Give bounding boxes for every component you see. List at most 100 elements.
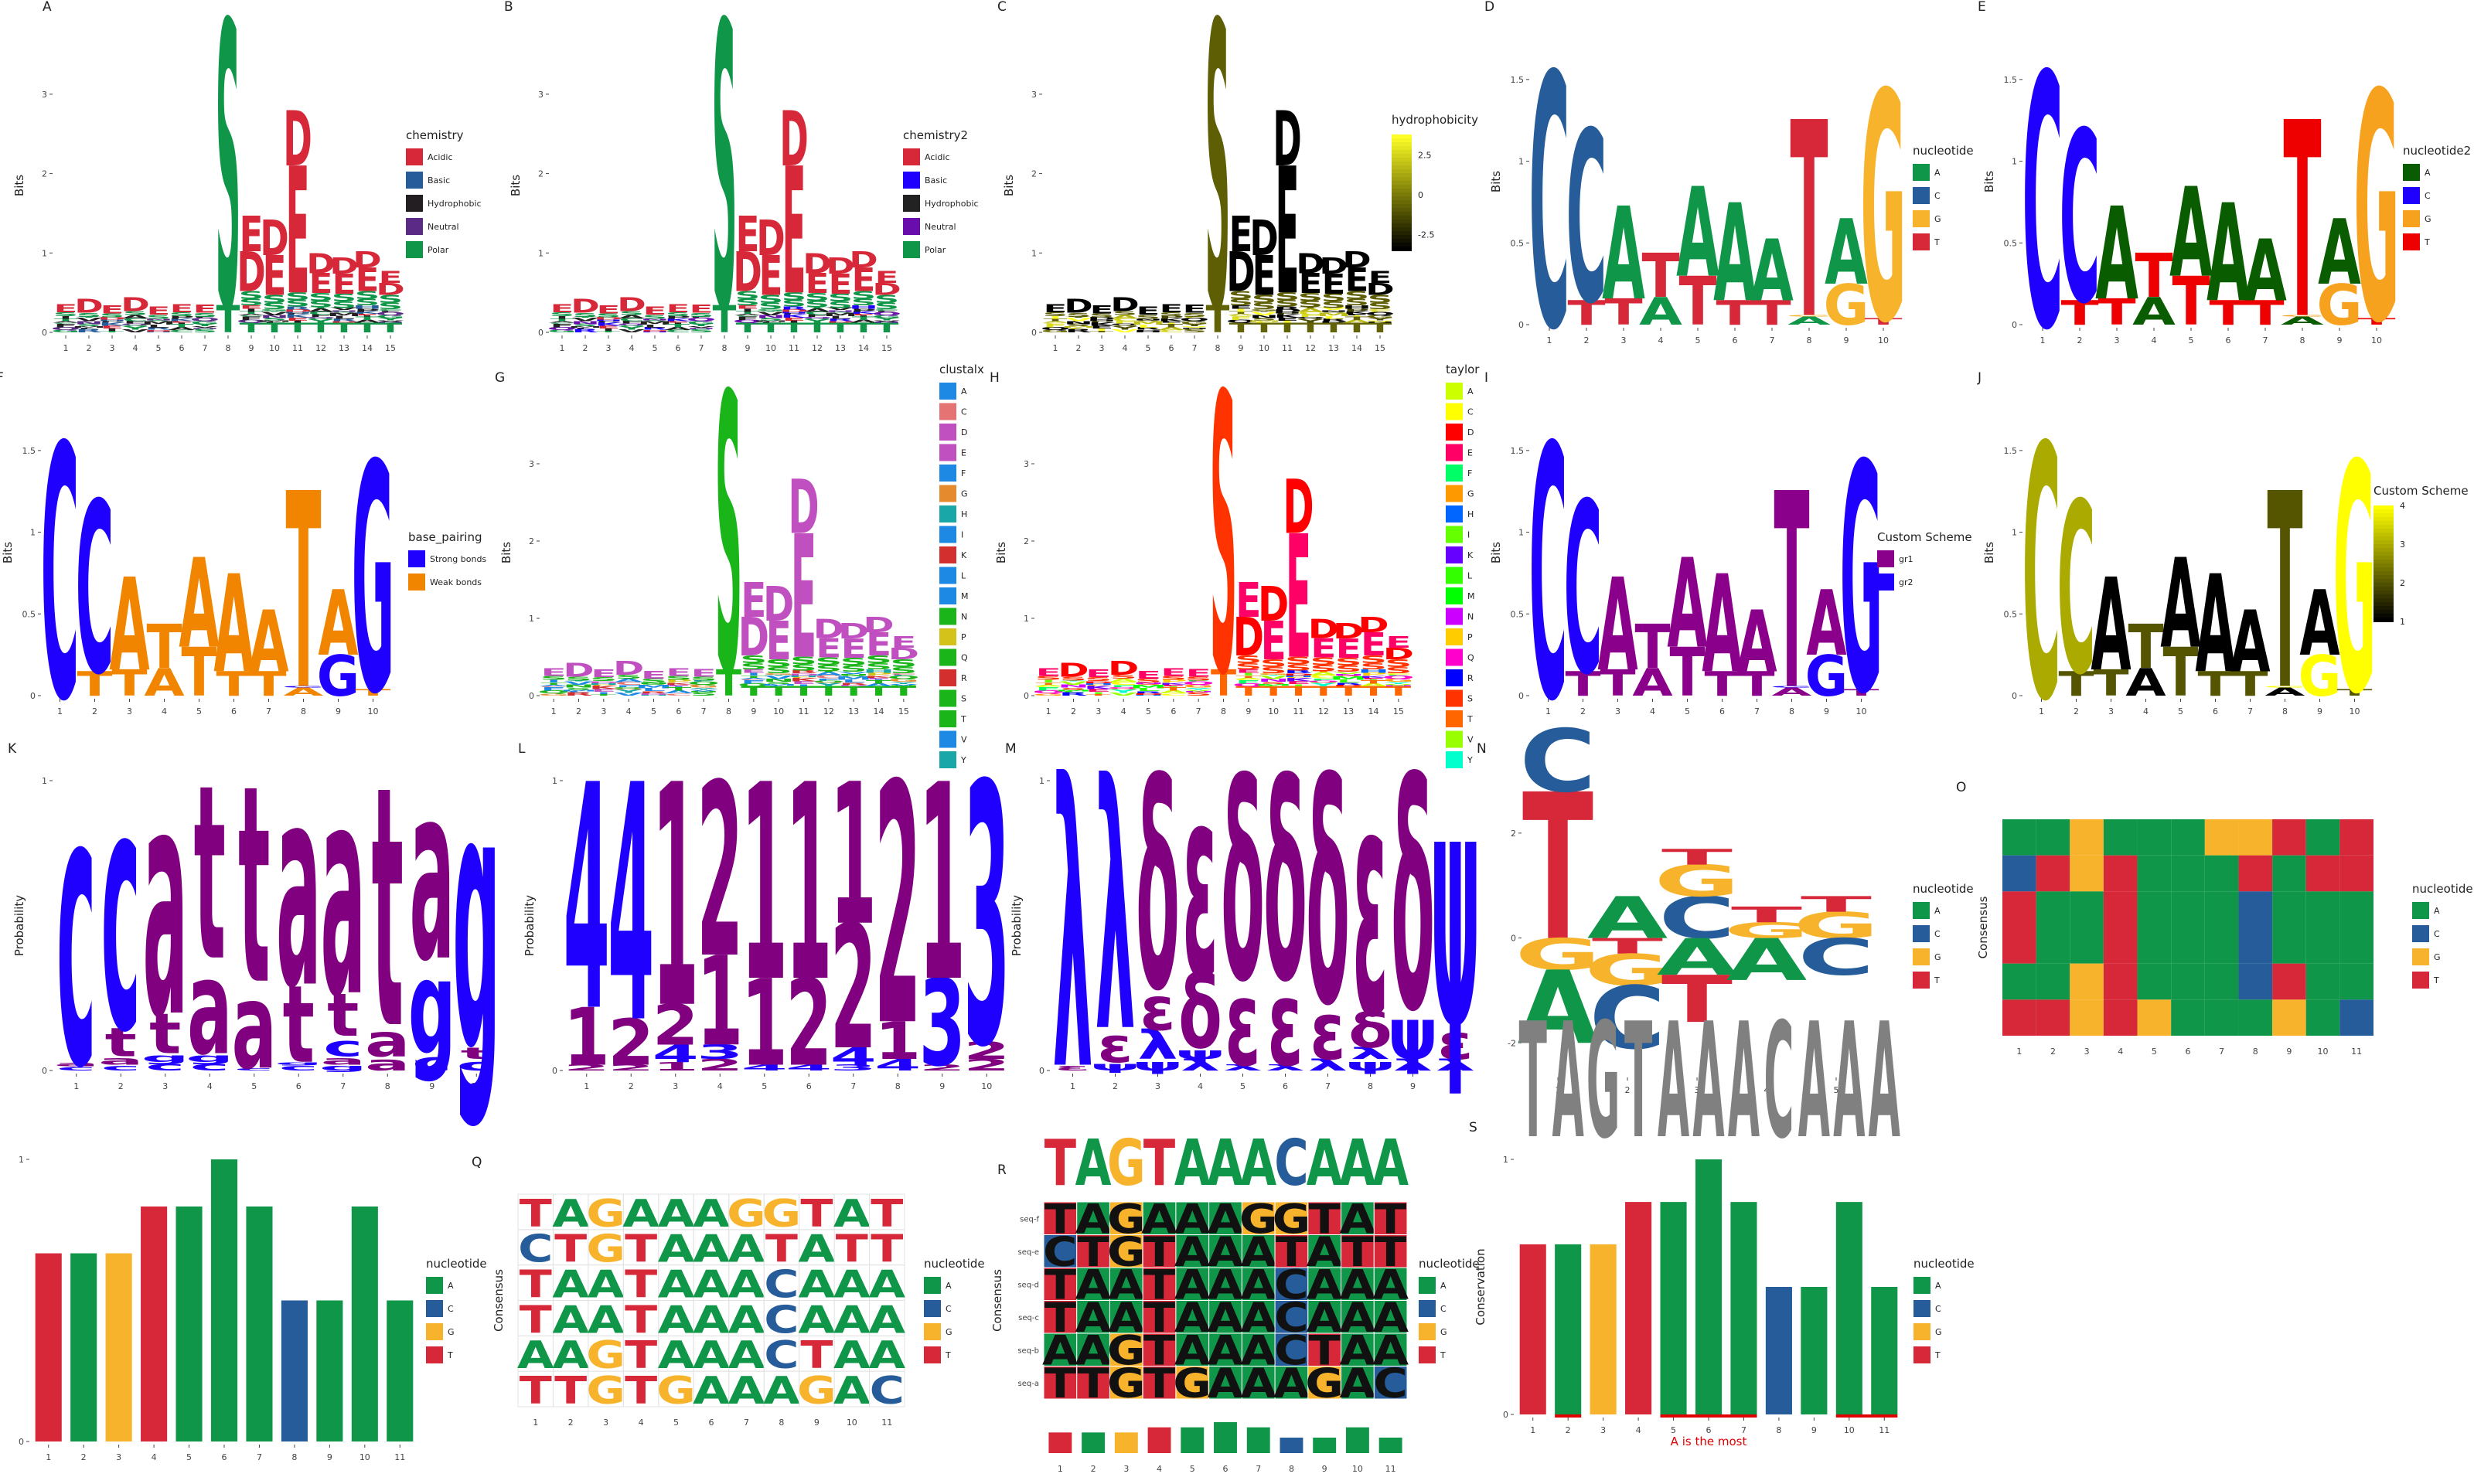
logo-letter: E [1160, 321, 1184, 323]
x-tick-label: 1 [57, 706, 63, 716]
logo-letter: P [1089, 321, 1115, 322]
logo-letter: 2 [963, 1037, 1010, 1065]
logo-letter: M [635, 684, 672, 689]
logo-letter: Y [687, 323, 714, 327]
logo-letter: T [806, 321, 830, 336]
logo-letter: T [309, 307, 333, 308]
logo-letter: V [1112, 328, 1139, 333]
colorbar-segment [1392, 158, 1412, 162]
logo-letter: g [319, 1064, 367, 1073]
logo-letter: A [1602, 182, 1645, 330]
legend-key [924, 1346, 941, 1363]
logo-letter: F [816, 678, 841, 681]
logo-letter: T [240, 311, 264, 315]
logo-letter: E [1322, 269, 1346, 301]
logo-letter: V [76, 317, 103, 322]
logo-letter: A [109, 551, 149, 699]
logo-letter: E [666, 302, 690, 315]
logo-letter: K [864, 675, 895, 678]
logo-letter: A [814, 672, 843, 677]
heatmap-cell [2036, 928, 2070, 964]
logo-letter: G [1308, 682, 1339, 683]
colorbar-segment [2373, 509, 2394, 514]
heatmap-cell [2137, 963, 2172, 1000]
logo-letter: E [782, 131, 806, 334]
logo-letter: E [866, 626, 891, 663]
logo-letter: S [740, 662, 767, 672]
x-tick-label: 4 [1123, 343, 1128, 353]
logo-letter: S [665, 675, 692, 681]
legend-label: T [1934, 1350, 1941, 1360]
logo-letter: N [872, 322, 901, 323]
logo-letter: T [1790, 66, 1828, 379]
y-tick-label: 1 [1518, 528, 1524, 538]
logo-letter: S [782, 298, 806, 308]
logo-letter: G [1033, 693, 1064, 696]
logo-letter: C [1519, 712, 1596, 812]
logo-letter: A [833, 1369, 871, 1413]
logo-letter: C [1109, 682, 1137, 686]
logo-letter: N [1058, 684, 1089, 689]
colorbar-segment [1392, 220, 1412, 224]
y-tick-label: 1 [2012, 528, 2017, 538]
x-tick-label: 8 [722, 343, 728, 353]
logo-letter: T [1716, 294, 1754, 333]
logo-letter: t [283, 963, 315, 1087]
logo-letter: D [779, 309, 808, 313]
bar [1114, 1432, 1138, 1453]
bar [1871, 1287, 1898, 1414]
logo-letter: E [852, 262, 876, 299]
logo-letter: S [874, 301, 899, 311]
panel-letter: Q [472, 1155, 482, 1170]
legend-key [939, 383, 956, 400]
logo-letter: T [1143, 1127, 1175, 1201]
legend-label: A [1934, 168, 1941, 178]
logo-letter: 4 [785, 1064, 832, 1073]
logo-letter: I [547, 679, 561, 684]
logo-letter: P [851, 308, 877, 313]
colorbar-segment [2373, 525, 2394, 529]
logo-letter: E [736, 206, 760, 263]
x-tick-label: 11 [1385, 1464, 1396, 1474]
logo-letter: G [688, 684, 719, 689]
legend-key [924, 1323, 941, 1340]
logo-letter: Y [121, 325, 148, 331]
legend-label: T [1934, 237, 1940, 247]
logo-letter: E [101, 303, 124, 315]
logo-letter: P [865, 672, 893, 677]
logo-letter: T [866, 679, 892, 685]
logo-letter: Q [813, 680, 844, 682]
logo-letter: S [239, 298, 264, 308]
x-tick-label: 14 [1368, 706, 1379, 716]
logo-letter: T [1567, 294, 1606, 333]
logo-letter: L [1262, 686, 1286, 687]
x-tick-label: 10 [2318, 1047, 2329, 1057]
logo-letter: E [816, 633, 841, 664]
x-tick-label: 11 [2351, 1047, 2362, 1057]
logo-letter: T [829, 321, 853, 336]
legend-label: E [961, 448, 966, 458]
logo-letter: H [1083, 683, 1115, 686]
heatmap-cell [2305, 963, 2340, 1000]
x-tick-label: 7 [1196, 706, 1201, 716]
logo-letter: D [1058, 659, 1089, 682]
y-tick-label: 1 [30, 528, 36, 538]
panel-letter: L [518, 741, 526, 757]
heatmap-cell [2002, 819, 2036, 856]
logo-letter: 1 [741, 728, 788, 1042]
logo-letter: S [1235, 654, 1262, 666]
logo-letter: H [788, 676, 820, 678]
logo-letter: Q [376, 311, 405, 316]
logo-letter: R [572, 328, 599, 333]
logo-letter: S [851, 289, 876, 301]
logo-letter: A [122, 314, 149, 319]
logo-letter: C [169, 329, 194, 333]
x-tick-label: 9 [249, 343, 254, 353]
logo-letter: C [1310, 675, 1338, 679]
logo-letter: C [308, 311, 333, 315]
logo-letter: A [1075, 1127, 1112, 1201]
logo-letter: S [758, 301, 783, 311]
heatmap-cell [2238, 963, 2273, 1000]
colorbar-segment [2373, 505, 2394, 510]
x-tick-label: 1 [63, 343, 69, 353]
